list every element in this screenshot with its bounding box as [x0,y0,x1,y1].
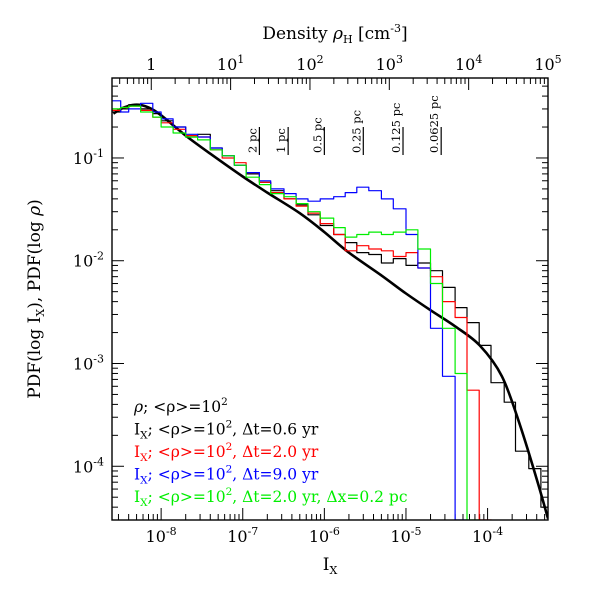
y-tick-label: 10-3 [73,352,104,373]
top-tick-label: 102 [296,53,323,74]
legend-entry-4: IX; <ρ>=102, Δt=2.0 yr, Δx=0.2 pc [134,486,408,509]
scale-marker-label: 0.5 pc [310,117,324,153]
plot-frame [111,77,549,521]
top-tick-label: 101 [217,53,244,74]
scale-marker-label: 2 pc [245,128,259,153]
series-line-2 [112,105,492,520]
series-line-1 [112,104,548,508]
scale-marker-label: 1 pc [274,128,288,153]
scale-marker: 0.125 pc [389,103,404,155]
y-axis-label: PDF(log IX), PDF(log ρ) [25,199,47,399]
scale-markers: 2 pc 1 pc 0.5 pc 0.25 pc 0.125 pc 0.0625 pc [245,95,442,155]
y-tick-label: 10-4 [73,455,104,476]
x-tick-label: 10-4 [472,525,503,546]
series-layer [112,100,548,520]
legend-entry-2: IX; <ρ>=102, Δt=2.0 yr [134,441,319,464]
x-tick-label: 10-5 [390,525,421,546]
top-axis-title: Density ρH [cm-3] [262,22,407,46]
scale-marker: 0.0625 pc [427,95,442,155]
legend-entry-0: ρ; <ρ>=102 [133,396,228,416]
top-tick-label: 1 [146,55,156,74]
legend-entry-1: IX; <ρ>=102, Δt=0.6 yr [134,419,319,442]
series-line-3 [112,100,468,520]
scale-marker-label: 0.0625 pc [427,95,441,153]
scale-marker-label: 0.125 pc [389,103,403,153]
top-tick-label: 104 [455,53,482,74]
scale-marker: 2 pc [245,127,261,155]
top-tick-label: 105 [534,53,561,74]
y-axis: 10-1 10-2 10-3 10-4 [73,85,548,521]
x-tick-label: 10-6 [309,525,340,546]
y-tick-label: 10-2 [73,250,104,271]
top-tick-label: 103 [376,53,403,74]
x-axis-label: IX [323,555,338,577]
y-tick-label: 10-1 [73,147,104,168]
top-axis: 1 101 102 103 104 105 [119,53,562,90]
scale-marker: 0.25 pc [349,110,364,155]
scale-marker: 1 pc [274,127,289,155]
series-line-4 [112,105,480,520]
scale-marker-label: 0.25 pc [349,110,363,153]
x-axis: 10-8 10-7 10-6 10-5 10-4 [117,508,546,546]
scale-marker: 0.5 pc [310,117,325,155]
x-tick-label: 10-8 [146,525,177,546]
x-tick-label: 10-7 [227,525,258,546]
legend-entry-3: IX; <ρ>=102, Δt=9.0 yr [134,464,319,487]
